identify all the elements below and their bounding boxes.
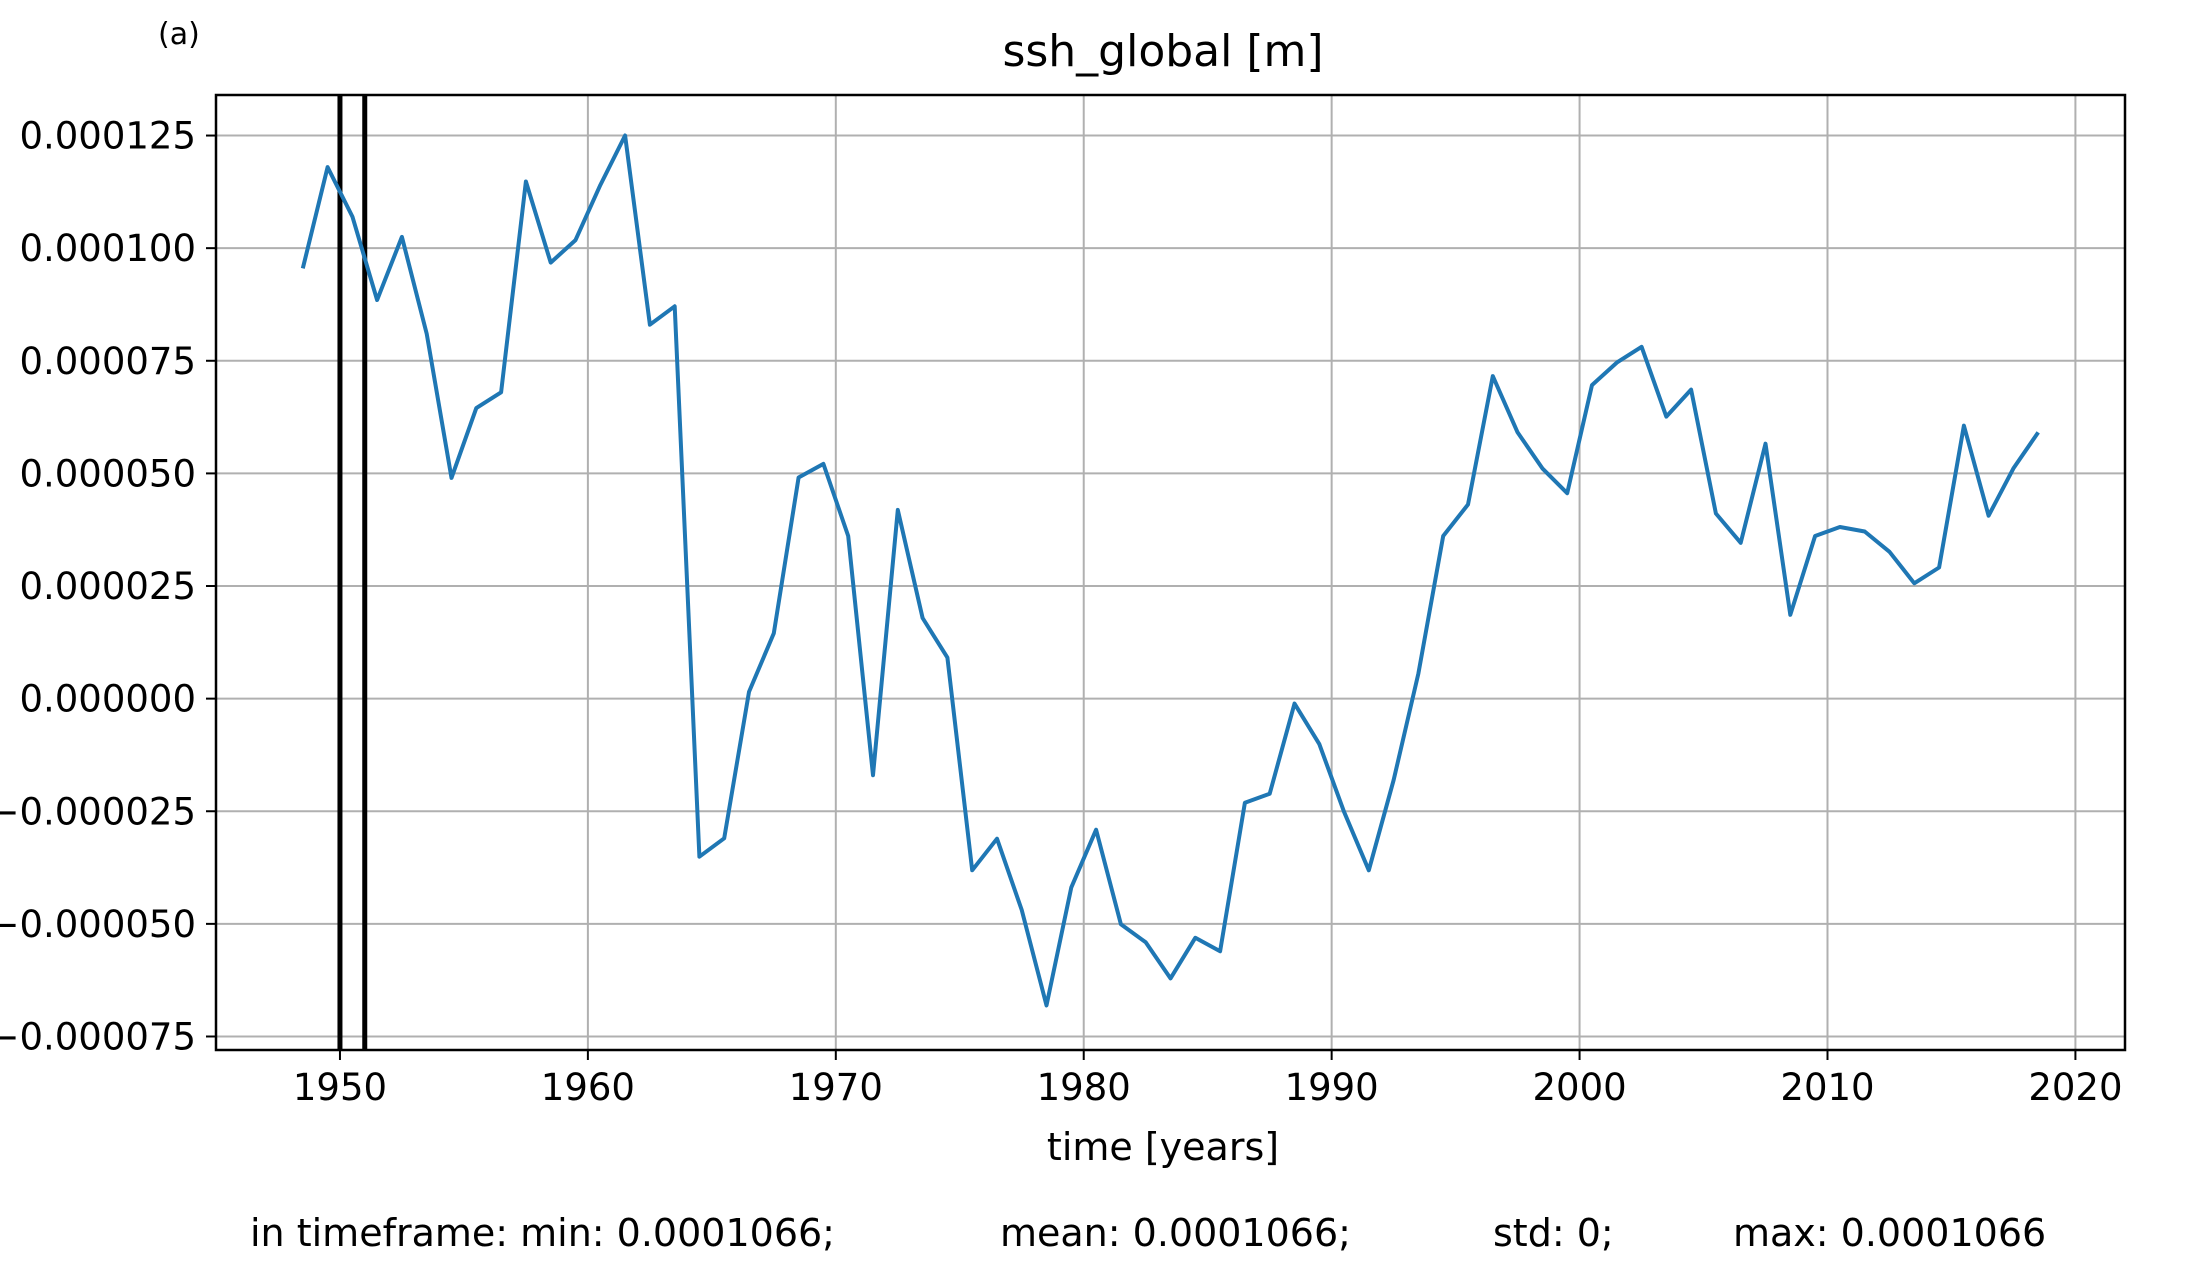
- x-tick-label: 1990: [1285, 1066, 1379, 1109]
- stats-max: max: 0.0001066: [1733, 1211, 2046, 1255]
- stats-min: in timeframe: min: 0.0001066;: [250, 1211, 835, 1255]
- y-tick-label: 0.000000: [19, 678, 196, 721]
- y-tick-label: 0.000075: [19, 340, 196, 383]
- x-tick-label: 1980: [1037, 1066, 1131, 1109]
- chart-title: ssh_global [m]: [1002, 26, 1323, 77]
- y-axis-ticks: 0.000125 0.000100 0.000075 0.000050 0.000025…: [0, 115, 216, 1058]
- stats-mean: mean: 0.0001066;: [1000, 1211, 1351, 1255]
- x-tick-label: 2020: [2028, 1066, 2122, 1109]
- x-axis-label: time [years]: [1047, 1125, 1279, 1169]
- y-tick-label: 0.000025: [19, 565, 196, 608]
- y-tick-label: −0.000075: [0, 1015, 196, 1058]
- x-tick-label: 2000: [1532, 1066, 1626, 1109]
- y-tick-label: 0.000100: [19, 227, 196, 270]
- y-tick-label: 0.000050: [19, 452, 196, 495]
- panel-label: (a): [158, 17, 200, 52]
- grid-lines: [216, 95, 2125, 1050]
- y-tick-label: −0.000025: [0, 790, 196, 833]
- y-tick-label: 0.000125: [19, 115, 196, 158]
- y-tick-label: −0.000050: [0, 903, 196, 946]
- x-tick-label: 1970: [789, 1066, 883, 1109]
- vertical-markers: [337, 95, 368, 1050]
- series-line: [300, 133, 2040, 1008]
- stats-std: std: 0;: [1493, 1211, 1614, 1255]
- x-tick-label: 2010: [1780, 1066, 1874, 1109]
- plot-frame: [214, 93, 2127, 1052]
- x-axis-ticks: 1950 1960 1970 1980 1990 2000 2010 2020: [293, 1050, 2123, 1109]
- stats-footer: in timeframe: min: 0.0001066; mean: 0.00…: [250, 1211, 2046, 1255]
- x-tick-label: 1960: [541, 1066, 635, 1109]
- x-tick-label: 1950: [293, 1066, 387, 1109]
